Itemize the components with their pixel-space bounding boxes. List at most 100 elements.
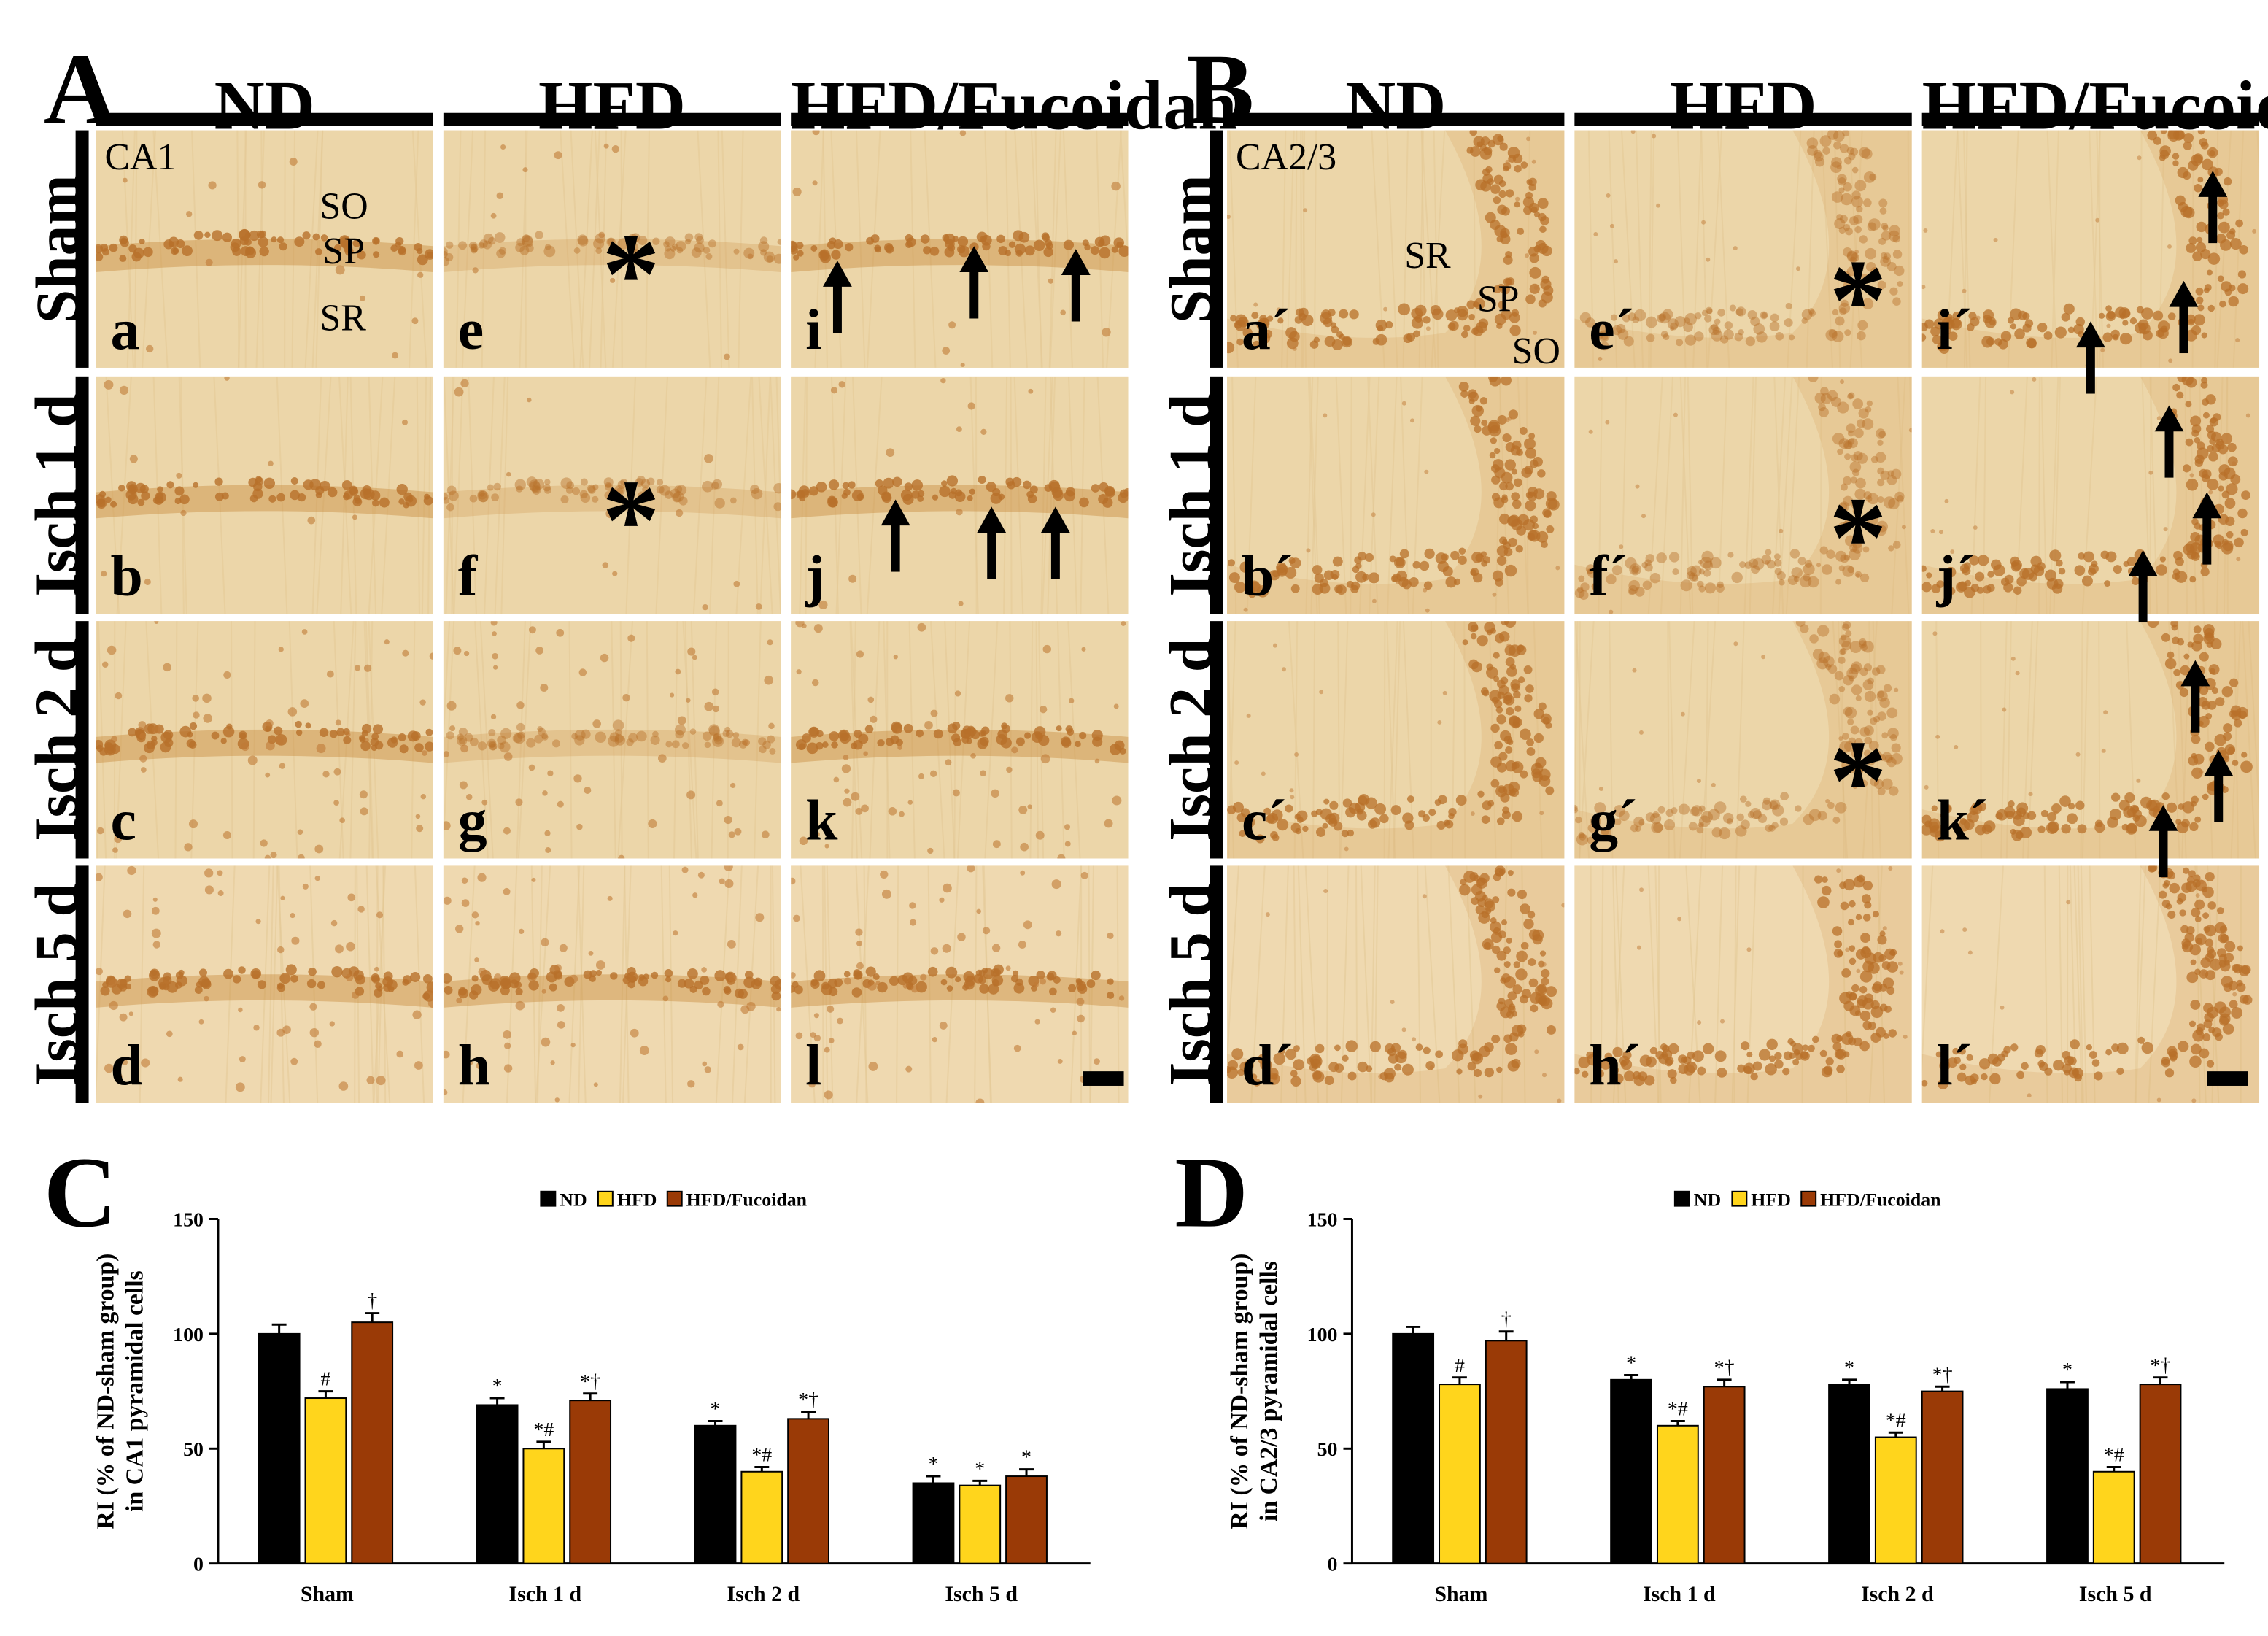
- arrow-icon: [959, 246, 988, 318]
- tile-letter: b´: [1242, 547, 1293, 605]
- legend-swatch: [1732, 1192, 1746, 1206]
- significance-label: *: [2062, 1359, 2072, 1381]
- micrograph-tile: k: [791, 621, 1128, 858]
- panel-b-row-label-isch5d: Isch 5 d: [1148, 865, 1236, 1103]
- tile-letter: l: [805, 1037, 821, 1095]
- chart-ylabel: in CA1 pyramidal cells: [121, 1270, 148, 1512]
- significance-label: *#: [1886, 1409, 1906, 1432]
- chart-ylabel: RI (% of ND-sham group): [92, 1254, 119, 1529]
- tile-letter: f: [458, 547, 478, 605]
- bar: [959, 1486, 1000, 1564]
- micrograph-tile: l: [791, 865, 1128, 1103]
- bar: [1876, 1438, 1916, 1564]
- significance-label: *#: [533, 1419, 554, 1441]
- bar: [2140, 1384, 2181, 1564]
- bar: [570, 1400, 611, 1563]
- bar: [1829, 1384, 1870, 1564]
- y-tick-label: 100: [173, 1324, 204, 1346]
- bar: [1006, 1476, 1047, 1564]
- significance-label: *†: [580, 1370, 600, 1393]
- x-tick-label: Isch 1 d: [509, 1582, 582, 1606]
- region-label-ca1: CA1: [104, 139, 176, 177]
- layer-label-so: SO: [1512, 333, 1560, 371]
- micrograph-tile: h: [444, 865, 781, 1103]
- significance-label: #: [320, 1368, 330, 1391]
- bar: [477, 1405, 518, 1563]
- asterisk-marker: *: [602, 463, 660, 579]
- bar: [695, 1426, 736, 1564]
- arrow-icon: [1041, 506, 1070, 579]
- panel-a-row-label-isch2d: Isch 2 d: [15, 621, 102, 858]
- arrow-icon: [2149, 805, 2178, 877]
- tile-letter: d: [110, 1037, 142, 1095]
- x-tick-label: Sham: [1434, 1582, 1487, 1606]
- significance-label: *#: [751, 1444, 772, 1467]
- asterisk-marker: *: [602, 217, 660, 333]
- micrograph-tile: d´: [1227, 865, 1564, 1103]
- tile-letter: g´: [1589, 792, 1637, 849]
- arrow-icon: [2204, 750, 2233, 822]
- micrograph-tile: h´: [1574, 865, 1911, 1103]
- tile-letter: f´: [1589, 547, 1628, 605]
- tile-letter: c´: [1242, 792, 1287, 849]
- micrograph-tile: g: [444, 621, 781, 858]
- tile-letter: j´: [1937, 547, 1975, 605]
- panel-b-col-bar: [1574, 113, 1911, 126]
- bar: [1704, 1386, 1745, 1563]
- tile-letter: j: [805, 547, 825, 605]
- tile-letter: a: [110, 301, 139, 359]
- tile-letter: c: [110, 792, 136, 849]
- x-tick-label: Isch 5 d: [945, 1582, 1018, 1606]
- bar: [352, 1322, 392, 1564]
- y-tick-label: 100: [1307, 1324, 1338, 1346]
- micrograph-tile: b´: [1227, 377, 1564, 614]
- micrograph-tile: c: [96, 621, 433, 858]
- chart-ylabel: in CA2/3 pyramidal cells: [1255, 1261, 1282, 1521]
- significance-label: *: [975, 1457, 985, 1480]
- panel-b-col-bar: [1227, 113, 1564, 126]
- significance-label: *: [1021, 1446, 1032, 1469]
- significance-label: *: [711, 1398, 721, 1421]
- y-tick-label: 150: [173, 1208, 204, 1231]
- legend-swatch: [1675, 1192, 1690, 1206]
- chart-ylabel: RI (% of ND-sham group): [1226, 1254, 1253, 1529]
- panel-a-row-label-isch5d: Isch 5 d: [15, 865, 102, 1103]
- legend-label: HFD: [1751, 1189, 1791, 1211]
- legend-swatch: [1801, 1192, 1816, 1206]
- significance-label: †: [1501, 1308, 1512, 1331]
- micrograph-tile: b: [96, 377, 433, 614]
- panel-a-row-label-isch1d: Isch 1 d: [15, 377, 102, 614]
- panel-a-col-bar: [444, 113, 781, 126]
- arrow-icon: [1061, 249, 1091, 321]
- layer-label-sp: SP: [322, 233, 365, 271]
- tile-letter: b: [110, 547, 142, 605]
- micrograph-tile: l´: [1922, 865, 2259, 1103]
- y-tick-label: 50: [183, 1438, 204, 1461]
- bar: [259, 1334, 300, 1564]
- y-tick-label: 50: [1317, 1438, 1338, 1461]
- arrow-icon: [2192, 493, 2221, 565]
- layer-label-sp: SP: [1477, 281, 1520, 319]
- asterisk-marker: *: [1829, 243, 1887, 359]
- y-tick-label: 0: [193, 1554, 204, 1576]
- bar: [1439, 1384, 1480, 1564]
- micrograph-tile: j: [791, 377, 1128, 614]
- panel-a-row-label-sham: Sham: [15, 131, 102, 368]
- panel-b-row-label-isch2d: Isch 2 d: [1148, 621, 1236, 858]
- arrow-icon: [2155, 406, 2184, 478]
- panel-b-col-bar: [1922, 113, 2259, 126]
- significance-label: *: [492, 1375, 503, 1397]
- tile-letter: k: [805, 792, 837, 849]
- panel-b-row-label-sham: Sham: [1148, 131, 1236, 368]
- bar: [523, 1448, 564, 1563]
- bar: [788, 1419, 829, 1563]
- bar: [306, 1398, 347, 1564]
- tile-letter: i´: [1937, 301, 1973, 359]
- asterisk-marker: *: [1829, 481, 1887, 597]
- bar: [1486, 1340, 1527, 1563]
- bar: [1922, 1392, 1963, 1564]
- legend-swatch: [541, 1192, 555, 1206]
- x-tick-label: Isch 2 d: [727, 1582, 800, 1606]
- significance-label: *: [1844, 1357, 1854, 1379]
